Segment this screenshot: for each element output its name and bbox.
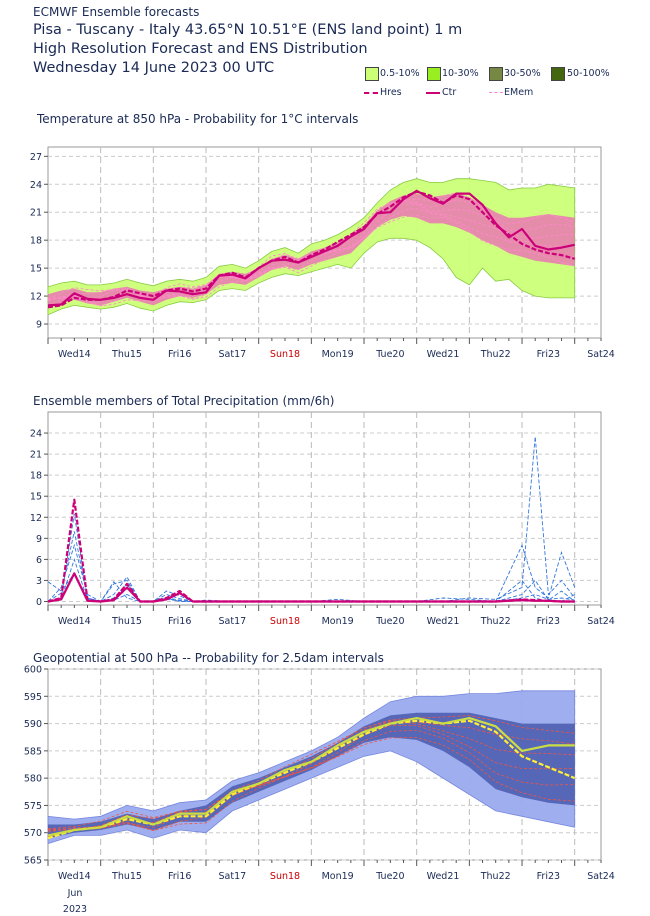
x-day-label: Wed21 bbox=[427, 349, 460, 360]
y-tick-label: 590 bbox=[24, 719, 42, 730]
y-tick-label: 24 bbox=[30, 429, 42, 440]
x-day-label: Tue20 bbox=[375, 616, 404, 627]
x-day-label: Sat24 bbox=[587, 616, 615, 627]
x-day-label: Sat24 bbox=[587, 349, 615, 360]
x-day-label: Fri23 bbox=[537, 616, 560, 627]
y-tick-label: 585 bbox=[24, 746, 42, 757]
ensemble-member-line bbox=[47, 720, 575, 831]
legend-swatch-1 bbox=[427, 67, 441, 81]
x-day-label: Sat17 bbox=[219, 349, 247, 360]
y-tick-label: 18 bbox=[30, 471, 42, 482]
ensemble-member-line bbox=[47, 572, 575, 603]
y-tick-label: 600 bbox=[24, 665, 42, 676]
location-title: Pisa - Tuscany - Italy 43.65°N 10.51°E (… bbox=[33, 22, 463, 38]
probability-band-core bbox=[48, 193, 575, 308]
ensemble-member-line bbox=[47, 721, 575, 831]
y-tick-label: 12 bbox=[30, 292, 42, 303]
ctr-line bbox=[47, 572, 575, 603]
plot-area bbox=[47, 411, 602, 606]
legend-label-2: 30-50% bbox=[504, 68, 541, 79]
y-tick-label: 6 bbox=[36, 555, 42, 566]
x-day-label: Sun18 bbox=[270, 871, 300, 882]
y-tick-label: 27 bbox=[30, 152, 42, 163]
y-tick-label: 18 bbox=[30, 236, 42, 247]
x-day-label: Fri16 bbox=[168, 871, 191, 882]
x-day-label: Tue20 bbox=[375, 871, 404, 882]
temperature-panel-title: Temperature at 850 hPa - Probability for… bbox=[37, 112, 359, 126]
x-day-label: Fri16 bbox=[168, 349, 191, 360]
y-tick-label: 565 bbox=[24, 856, 42, 867]
probability-band-core bbox=[48, 712, 575, 839]
panel-2: 565 570 575 580 585 590 595 600 Wed14 Thu15 Fri16 S… bbox=[24, 665, 615, 883]
x-day-label: Thu15 bbox=[111, 616, 142, 627]
x-day-label: Wed14 bbox=[58, 349, 91, 360]
y-tick-label: 580 bbox=[24, 774, 42, 785]
y-tick-label: 15 bbox=[30, 264, 42, 275]
footer-month: Jun bbox=[67, 888, 83, 899]
x-day-label: Wed21 bbox=[427, 871, 460, 882]
y-tick-label: 21 bbox=[30, 450, 42, 461]
legend-emem-line bbox=[489, 92, 503, 93]
y-tick-label: 595 bbox=[24, 692, 42, 703]
ctr-line bbox=[47, 189, 575, 307]
ctr-line bbox=[47, 717, 575, 837]
ensemble-member-line bbox=[47, 724, 575, 830]
x-day-label: Thu22 bbox=[480, 871, 511, 882]
x-day-label: Thu22 bbox=[480, 349, 511, 360]
x-day-label: Sun18 bbox=[270, 349, 300, 360]
x-day-label: Sat24 bbox=[587, 871, 615, 882]
x-day-label: Sun18 bbox=[270, 616, 300, 627]
x-day-label: Thu15 bbox=[111, 871, 142, 882]
y-tick-label: 9 bbox=[36, 534, 42, 545]
x-day-label: Fri23 bbox=[537, 349, 560, 360]
hres-line bbox=[47, 190, 575, 309]
legend-label-0: 0.5-10% bbox=[380, 68, 420, 79]
x-day-label: Sat17 bbox=[219, 871, 247, 882]
legend-label-3: 50-100% bbox=[567, 68, 610, 79]
footer-year: 2023 bbox=[63, 904, 87, 915]
panel-0: 9 12 15 18 21 24 27 Wed14 Thu15 Fri16 Sat17 Sun18 Mo… bbox=[30, 146, 615, 360]
legend-swatch-2 bbox=[489, 67, 503, 81]
y-tick-label: 3 bbox=[36, 576, 42, 587]
ensemble-member-line bbox=[47, 208, 575, 307]
x-day-label: Fri23 bbox=[537, 871, 560, 882]
x-day-label: Wed14 bbox=[58, 616, 91, 627]
legend-hres-line bbox=[364, 92, 378, 94]
x-day-label: Thu22 bbox=[480, 616, 511, 627]
x-day-label: Mon19 bbox=[322, 616, 354, 627]
ensemble-member-line bbox=[47, 715, 575, 830]
y-tick-label: 12 bbox=[30, 513, 42, 524]
geopotential-panel-title: Geopotential at 500 hPa -- Probability f… bbox=[33, 651, 384, 665]
panel-1: 0 3 6 9 12 15 18 21 24 Wed14 Thu15 Fri16 Sat17 Sun18 M… bbox=[30, 411, 615, 627]
x-day-label: Wed14 bbox=[58, 871, 91, 882]
source-title: ECMWF Ensemble forecasts bbox=[33, 5, 200, 19]
legend-ctr-line bbox=[426, 92, 440, 94]
forecast-subtitle: High Resolution Forecast and ENS Distrib… bbox=[33, 41, 368, 57]
legend-label-1: 10-30% bbox=[442, 68, 479, 79]
legend-emem-label: EMem bbox=[504, 87, 534, 98]
x-day-label: Mon19 bbox=[322, 871, 354, 882]
x-day-label: Sat17 bbox=[219, 616, 247, 627]
y-tick-label: 570 bbox=[24, 828, 42, 839]
y-tick-label: 9 bbox=[36, 320, 42, 331]
legend-ctr-label: Ctr bbox=[442, 87, 457, 98]
legend-hres-label: Hres bbox=[380, 87, 402, 98]
legend-swatch-0 bbox=[365, 67, 379, 81]
y-tick-label: 15 bbox=[30, 492, 42, 503]
legend-swatch-3 bbox=[551, 67, 565, 81]
y-tick-label: 24 bbox=[30, 180, 42, 191]
y-tick-label: 575 bbox=[24, 801, 42, 812]
x-day-label: Tue20 bbox=[375, 349, 404, 360]
precipitation-panel-title: Ensemble members of Total Precipitation … bbox=[33, 394, 335, 408]
ensemble-member-line bbox=[47, 215, 575, 307]
x-day-label: Thu15 bbox=[111, 349, 142, 360]
forecast-date: Wednesday 14 June 2023 00 UTC bbox=[33, 60, 275, 76]
y-tick-label: 0 bbox=[36, 597, 42, 608]
ensemble-member-line bbox=[47, 729, 575, 833]
x-day-label: Wed21 bbox=[427, 616, 460, 627]
x-day-label: Fri16 bbox=[168, 616, 191, 627]
x-day-label: Mon19 bbox=[322, 349, 354, 360]
y-tick-label: 21 bbox=[30, 208, 42, 219]
